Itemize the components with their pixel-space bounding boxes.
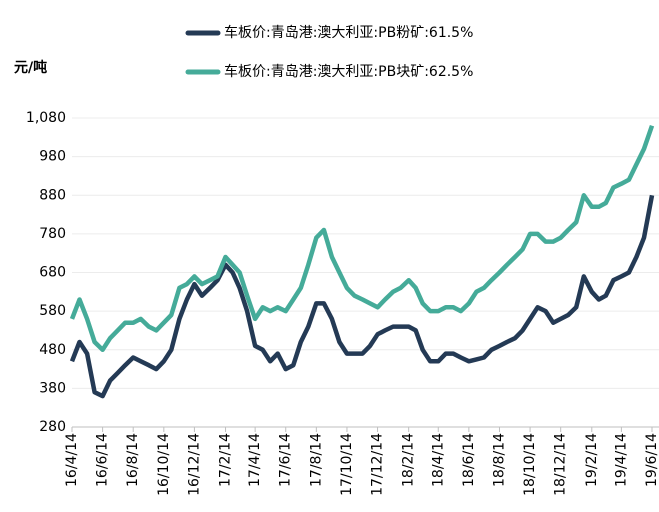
y-tick-label: 480 xyxy=(39,342,66,358)
x-tick-label: 18/8/14 xyxy=(491,433,507,487)
x-tick-label: 17/10/14 xyxy=(339,433,355,496)
x-tick-label: 16/12/14 xyxy=(186,433,202,496)
x-tick-label: 19/2/14 xyxy=(584,433,600,487)
y-axis-unit: 元/吨 xyxy=(14,59,47,76)
x-tick-label: 18/4/14 xyxy=(430,433,446,487)
y-tick-label: 880 xyxy=(39,187,66,203)
legend-label: 车板价:青岛港:澳大利亚:PB块矿:62.5% xyxy=(224,63,473,80)
x-tick-label: 16/8/14 xyxy=(125,433,141,487)
x-tick-label: 17/4/14 xyxy=(247,433,263,487)
y-tick-label: 580 xyxy=(39,303,66,319)
series-line xyxy=(69,194,655,399)
legend-label: 车板价:青岛港:澳大利亚:PB粉矿:61.5% xyxy=(224,24,473,41)
x-tick-label: 16/10/14 xyxy=(156,433,172,496)
x-tick-label: 17/12/14 xyxy=(370,433,386,496)
y-tick-label: 280 xyxy=(39,419,66,435)
y-tick-label: 780 xyxy=(39,226,66,242)
x-tick-label: 18/2/14 xyxy=(401,433,417,487)
x-tick-label: 19/4/14 xyxy=(613,433,629,487)
x-tick-label: 18/10/14 xyxy=(522,433,538,496)
y-tick-label: 980 xyxy=(39,149,66,165)
x-tick-label: 16/4/14 xyxy=(64,433,80,487)
x-tick-label: 18/6/14 xyxy=(461,433,477,487)
x-tick-label: 16/6/14 xyxy=(95,433,111,487)
x-tick-label: 18/12/14 xyxy=(553,433,569,496)
x-tick-label: 17/2/14 xyxy=(218,433,234,487)
y-tick-label: 380 xyxy=(39,380,66,396)
series-line xyxy=(69,124,655,353)
x-tick-label: 19/6/14 xyxy=(644,433,659,487)
y-tick-label: 1,080 xyxy=(26,110,66,126)
x-tick-label: 17/6/14 xyxy=(278,433,294,487)
x-tick-label: 17/8/14 xyxy=(308,433,324,487)
y-tick-label: 680 xyxy=(39,265,66,281)
